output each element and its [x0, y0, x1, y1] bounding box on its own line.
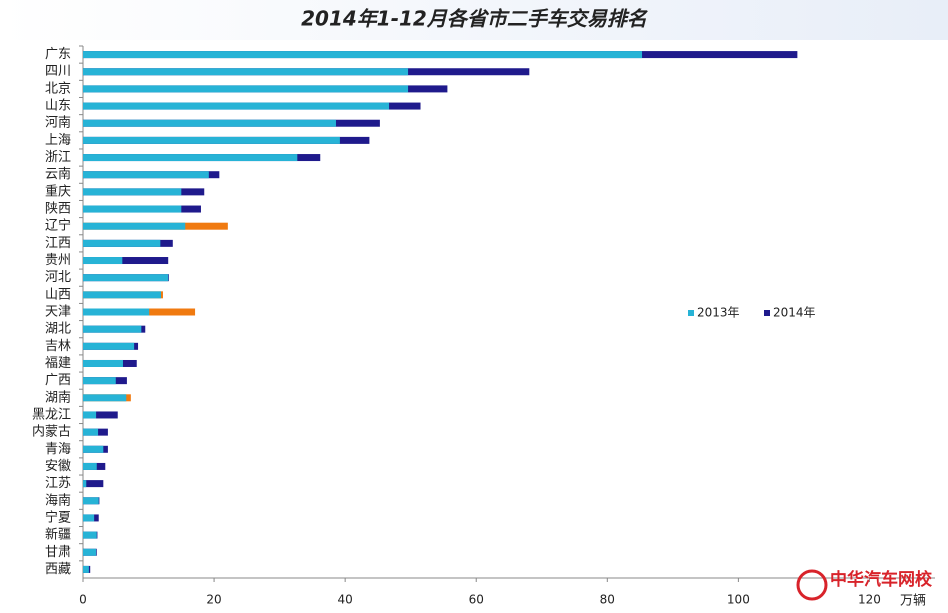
x-tick-label: 40 — [338, 593, 353, 607]
y-tick-label: 江西 — [45, 236, 71, 251]
logo-mark — [796, 569, 828, 601]
y-tick-label: 广西 — [45, 373, 71, 388]
bar — [83, 102, 390, 110]
y-tick-label: 山西 — [45, 287, 71, 302]
bar — [83, 68, 409, 76]
y-tick-label: 湖南 — [45, 389, 71, 405]
bar — [83, 171, 209, 179]
bar — [83, 325, 142, 333]
legend-label: 2013年 — [697, 306, 740, 320]
y-tick-label: 四川 — [45, 64, 71, 79]
legend-swatch — [764, 310, 770, 316]
y-tick-label: 宁夏 — [45, 509, 71, 525]
y-tick-label: 辽宁 — [45, 218, 71, 234]
bar — [83, 85, 409, 93]
y-tick-label: 浙江 — [45, 150, 71, 165]
x-tick-label: 100 — [727, 593, 750, 607]
y-tick-label: 北京 — [45, 81, 71, 96]
y-tick-label: 河北 — [45, 270, 71, 285]
bar — [83, 239, 161, 247]
bar — [83, 291, 161, 299]
y-tick-label: 湖北 — [45, 322, 71, 337]
bar — [83, 136, 340, 144]
y-tick-label: 内蒙古 — [32, 424, 71, 440]
y-tick-label: 上海 — [45, 133, 71, 148]
y-tick-label: 甘肃 — [45, 545, 71, 560]
chart-title: 2014年1-12月各省市二手车交易排名 — [301, 7, 648, 31]
y-tick-label: 广东 — [45, 47, 71, 62]
bar — [83, 205, 182, 213]
y-tick-label: 云南 — [45, 166, 71, 182]
watermark: 中华汽车网校 — [830, 569, 933, 590]
x-tick-label: 120 — [858, 593, 881, 607]
bar — [83, 51, 643, 59]
y-tick-label: 陕西 — [45, 202, 71, 217]
bar — [83, 377, 116, 385]
x-tick-label: 0 — [79, 593, 87, 607]
x-tick-label: 20 — [206, 593, 221, 607]
y-tick-label: 重庆 — [45, 183, 71, 199]
y-tick-label: 青海 — [45, 442, 71, 457]
y-tick-label: 江苏 — [45, 475, 71, 491]
bar — [83, 480, 104, 488]
bar — [83, 342, 135, 350]
bar — [83, 445, 104, 453]
y-tick-label: 新疆 — [45, 527, 71, 543]
bar — [83, 359, 123, 367]
bar — [83, 514, 95, 522]
bar — [83, 274, 169, 282]
bar — [83, 154, 298, 162]
header-bg — [0, 0, 948, 40]
bar — [83, 531, 97, 539]
y-tick-label: 天津 — [45, 305, 71, 320]
bar — [83, 188, 182, 196]
y-tick-label: 黑龙江 — [32, 407, 71, 422]
legend-label: 2014年 — [773, 306, 816, 320]
y-tick-label: 西藏 — [45, 562, 71, 577]
bar — [83, 565, 89, 573]
bar — [83, 411, 97, 419]
bar — [83, 497, 99, 505]
bar — [83, 548, 97, 556]
x-tick-label: 60 — [469, 593, 484, 607]
bar — [83, 222, 186, 230]
bar — [83, 257, 169, 265]
y-tick-label: 山东 — [45, 99, 71, 114]
bar — [83, 119, 336, 127]
x-tick-label: 80 — [600, 593, 615, 607]
y-tick-label: 河南 — [45, 115, 71, 131]
bar — [83, 394, 127, 402]
bar — [83, 462, 97, 470]
bar — [83, 480, 87, 488]
bar — [83, 428, 99, 436]
unit-label: 万辆 — [900, 594, 926, 609]
y-tick-label: 贵州 — [45, 253, 71, 268]
legend-swatch — [688, 310, 694, 316]
bar — [83, 411, 118, 419]
bar — [83, 308, 150, 316]
y-tick-label: 吉林 — [45, 339, 71, 354]
bar — [83, 257, 123, 265]
y-tick-label: 海南 — [45, 492, 71, 508]
y-tick-label: 安徽 — [45, 459, 71, 474]
y-tick-label: 福建 — [45, 356, 71, 371]
